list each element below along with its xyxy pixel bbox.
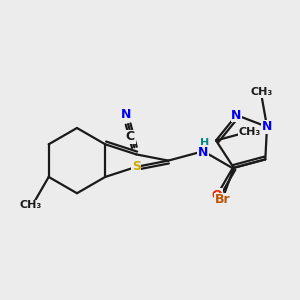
Text: O: O xyxy=(212,189,222,202)
Text: Br: Br xyxy=(214,193,230,206)
Text: N: N xyxy=(262,120,272,133)
Text: N: N xyxy=(121,108,131,121)
Text: H: H xyxy=(200,138,209,148)
Text: CH₃: CH₃ xyxy=(20,200,42,210)
Text: C: C xyxy=(126,130,135,143)
Text: CH₃: CH₃ xyxy=(239,127,261,137)
Text: N: N xyxy=(231,109,242,122)
Text: S: S xyxy=(132,160,141,173)
Text: N: N xyxy=(198,146,208,159)
Text: CH₃: CH₃ xyxy=(250,87,273,97)
